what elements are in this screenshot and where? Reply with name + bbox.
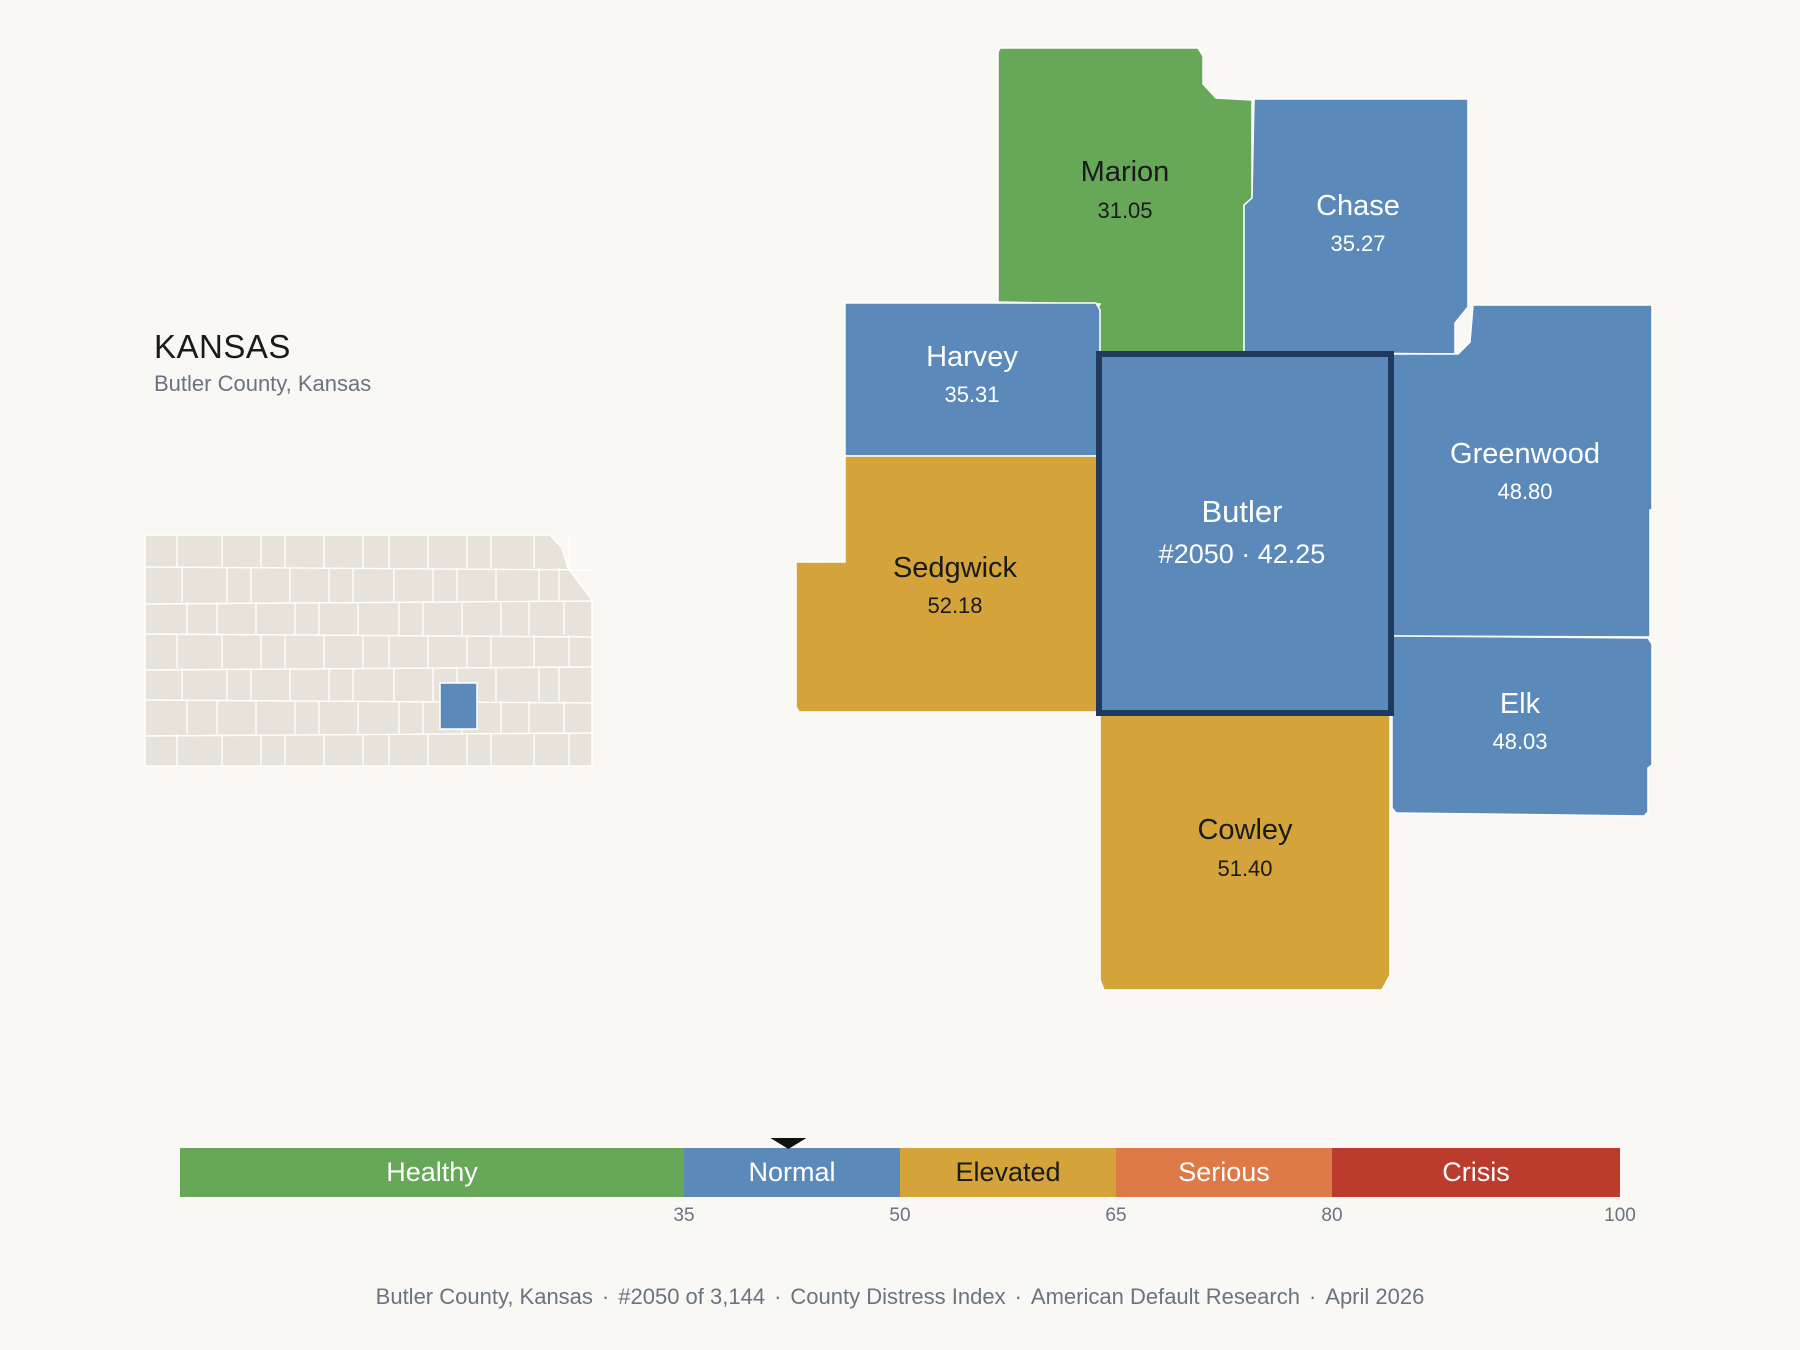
legend-band-crisis xyxy=(1332,1148,1620,1197)
county-label-harvey-value: 35.31 xyxy=(944,382,999,407)
county-sedgwick[interactable] xyxy=(795,455,1098,713)
county-label-chase-value: 35.27 xyxy=(1330,231,1385,256)
county-label-greenwood-value: 48.80 xyxy=(1497,479,1552,504)
legend-tick-label: 100 xyxy=(1604,1205,1636,1226)
county-subtitle: Butler County, Kansas xyxy=(154,371,372,396)
county-label-cowley-value: 51.40 xyxy=(1217,856,1272,881)
distress-index-legend: Healthy Normal Elevated Serious Crisis 35 50 6… xyxy=(180,1138,1636,1226)
county-label-elk-value: 48.03 xyxy=(1492,729,1547,754)
county-greenwood[interactable] xyxy=(1391,304,1653,638)
legend-tick-label: 80 xyxy=(1321,1205,1342,1226)
kansas-locator-map xyxy=(144,534,593,767)
kansas-locator-selected-county xyxy=(439,682,478,730)
legend-band-serious xyxy=(1116,1148,1332,1197)
county-label-butler-value: #2050 · 42.25 xyxy=(1159,539,1326,569)
legend-band-label-normal: Normal xyxy=(748,1157,835,1187)
state-title: KANSAS xyxy=(154,328,291,365)
footer-rank: #2050 of 3,144 xyxy=(618,1284,766,1309)
county-label-sedgwick-value: 52.18 xyxy=(927,593,982,618)
kansas-outline xyxy=(144,534,593,767)
legend-tick-label: 35 xyxy=(673,1205,694,1226)
legend-band-label-serious: Serious xyxy=(1178,1157,1270,1187)
county-label-sedgwick-name: Sedgwick xyxy=(893,552,1018,584)
legend-band-healthy xyxy=(180,1148,684,1197)
current-value-marker xyxy=(770,1138,807,1149)
county-chase[interactable] xyxy=(1243,98,1469,355)
legend-band-normal xyxy=(684,1148,900,1197)
county-harvey[interactable] xyxy=(844,302,1101,457)
legend-band-elevated xyxy=(900,1148,1116,1197)
county-cowley[interactable] xyxy=(1099,711,1391,991)
county-label-marion-name: Marion xyxy=(1081,156,1170,188)
legend-band-label-elevated: Elevated xyxy=(955,1157,1060,1187)
county-label-chase-name: Chase xyxy=(1316,190,1400,222)
footer-org: American Default Research xyxy=(1030,1284,1300,1309)
county-elk[interactable] xyxy=(1391,635,1653,817)
legend-tick-label: 65 xyxy=(1105,1205,1126,1226)
county-label-elk-name: Elk xyxy=(1500,688,1541,720)
county-label-greenwood-name: Greenwood xyxy=(1450,438,1600,470)
footer-date: April 2026 xyxy=(1325,1284,1425,1309)
county-label-harvey-name: Harvey xyxy=(926,341,1018,373)
county-label-butler-name: Butler xyxy=(1202,494,1283,529)
legend-tick-label: 50 xyxy=(889,1205,910,1226)
county-butler[interactable] xyxy=(1096,351,1394,716)
legend-band-label-healthy: Healthy xyxy=(386,1157,478,1187)
footer-index: County Distress Index xyxy=(790,1284,1006,1309)
county-label-marion-value: 31.05 xyxy=(1097,198,1152,223)
county-label-cowley-name: Cowley xyxy=(1197,814,1293,846)
footer: Butler County, Kansas · #2050 of 3,144 · Cou… xyxy=(375,1284,1425,1309)
footer-county: Butler County, Kansas xyxy=(375,1284,593,1309)
legend-band-label-crisis: Crisis xyxy=(1442,1157,1510,1187)
